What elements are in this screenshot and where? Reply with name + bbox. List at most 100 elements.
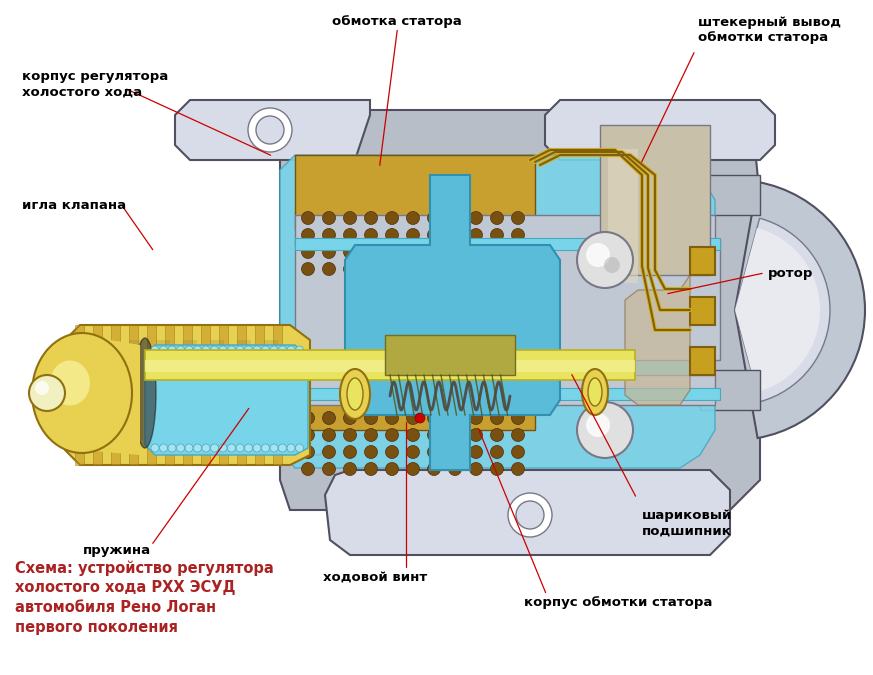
- Circle shape: [365, 246, 377, 259]
- Circle shape: [194, 444, 202, 452]
- Bar: [75, 340, 89, 440]
- Circle shape: [577, 232, 633, 288]
- Circle shape: [386, 429, 398, 441]
- Circle shape: [428, 211, 441, 225]
- Circle shape: [386, 246, 398, 259]
- Ellipse shape: [32, 333, 132, 453]
- Circle shape: [301, 412, 314, 425]
- Circle shape: [301, 246, 314, 259]
- Circle shape: [210, 444, 218, 452]
- Circle shape: [301, 263, 314, 275]
- Ellipse shape: [588, 378, 602, 406]
- Circle shape: [168, 346, 176, 354]
- Circle shape: [428, 246, 441, 259]
- Circle shape: [301, 211, 314, 225]
- Circle shape: [35, 381, 49, 395]
- Circle shape: [322, 446, 335, 458]
- Circle shape: [491, 412, 504, 425]
- Bar: [700, 175, 760, 215]
- Circle shape: [322, 229, 335, 242]
- Circle shape: [343, 246, 356, 259]
- Circle shape: [386, 412, 398, 425]
- Circle shape: [428, 429, 441, 441]
- Circle shape: [512, 429, 525, 441]
- Polygon shape: [111, 325, 120, 465]
- Circle shape: [228, 346, 236, 354]
- Circle shape: [407, 246, 420, 259]
- Circle shape: [470, 263, 483, 275]
- Circle shape: [512, 246, 525, 259]
- Bar: [102, 340, 116, 440]
- Bar: [156, 340, 170, 440]
- Wedge shape: [735, 182, 865, 438]
- Circle shape: [322, 462, 335, 475]
- Ellipse shape: [347, 378, 363, 410]
- Circle shape: [295, 346, 304, 354]
- Circle shape: [386, 263, 398, 275]
- Circle shape: [236, 444, 244, 452]
- Bar: [700, 370, 760, 410]
- Circle shape: [262, 346, 270, 354]
- Circle shape: [604, 257, 620, 273]
- Polygon shape: [145, 345, 308, 455]
- Polygon shape: [345, 175, 560, 470]
- Wedge shape: [735, 218, 830, 402]
- Circle shape: [491, 263, 504, 275]
- Text: Схема: устройство регулятора
холостого хода РХХ ЭСУД
автомобиля Рено Логан
перво: Схема: устройство регулятора холостого х…: [15, 560, 274, 635]
- Bar: [295, 240, 720, 360]
- Circle shape: [428, 229, 441, 242]
- Text: шариковый
подшипник: шариковый подшипник: [642, 509, 732, 537]
- Circle shape: [512, 229, 525, 242]
- Circle shape: [470, 246, 483, 259]
- Polygon shape: [93, 325, 102, 465]
- Circle shape: [470, 412, 483, 425]
- Bar: [264, 340, 278, 440]
- Polygon shape: [82, 335, 140, 455]
- Circle shape: [449, 462, 462, 475]
- Circle shape: [386, 211, 398, 225]
- Circle shape: [449, 446, 462, 458]
- Circle shape: [262, 444, 270, 452]
- Polygon shape: [201, 325, 210, 465]
- Circle shape: [386, 229, 398, 242]
- Circle shape: [151, 346, 159, 354]
- Circle shape: [512, 446, 525, 458]
- Ellipse shape: [582, 369, 608, 415]
- Bar: [690, 247, 715, 275]
- Circle shape: [244, 444, 252, 452]
- Polygon shape: [147, 325, 156, 465]
- Circle shape: [248, 108, 292, 152]
- Circle shape: [586, 413, 610, 437]
- Text: корпус обмотки статора: корпус обмотки статора: [524, 595, 712, 609]
- Circle shape: [176, 444, 184, 452]
- Circle shape: [253, 444, 261, 452]
- Circle shape: [470, 211, 483, 225]
- Polygon shape: [545, 100, 775, 160]
- Circle shape: [508, 493, 552, 537]
- Circle shape: [322, 263, 335, 275]
- Text: ротор: ротор: [768, 267, 814, 280]
- Circle shape: [253, 346, 261, 354]
- Circle shape: [491, 246, 504, 259]
- Polygon shape: [255, 325, 264, 465]
- Circle shape: [512, 263, 525, 275]
- Circle shape: [428, 462, 441, 475]
- Ellipse shape: [50, 360, 90, 406]
- Circle shape: [185, 346, 193, 354]
- Circle shape: [176, 346, 184, 354]
- Circle shape: [512, 462, 525, 475]
- Circle shape: [491, 446, 504, 458]
- Text: штекерный вывод
обмотки статора: штекерный вывод обмотки статора: [698, 16, 842, 45]
- Polygon shape: [219, 325, 228, 465]
- Circle shape: [449, 246, 462, 259]
- Circle shape: [343, 211, 356, 225]
- Circle shape: [470, 229, 483, 242]
- Circle shape: [386, 446, 398, 458]
- Circle shape: [287, 444, 295, 452]
- Circle shape: [301, 229, 314, 242]
- Ellipse shape: [134, 338, 156, 448]
- Circle shape: [151, 444, 159, 452]
- Circle shape: [210, 346, 218, 354]
- Circle shape: [202, 346, 210, 354]
- Circle shape: [236, 346, 244, 354]
